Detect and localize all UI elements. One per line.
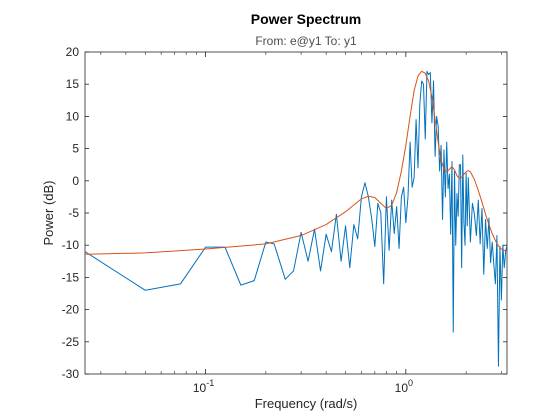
y-tick-label: -25 [62, 335, 80, 349]
y-tick-label: 15 [66, 77, 80, 91]
y-tick-label: -30 [62, 367, 80, 381]
x-tick-exponent: -1 [206, 378, 214, 388]
y-tick-label: -5 [68, 206, 79, 220]
chart-title: Power Spectrum [251, 11, 361, 27]
series-line-2 [85, 70, 507, 255]
y-tick-label: -20 [62, 303, 80, 317]
x-tick-label: 100 [395, 378, 413, 395]
y-tick-label: -15 [62, 270, 80, 284]
x-tick-label: 10-1 [193, 378, 214, 395]
y-tick-label: 0 [72, 174, 79, 188]
y-tick-label: 10 [66, 109, 80, 123]
chart-subtitle: From: e@y1 To: y1 [255, 34, 357, 48]
x-tick-base: 10 [193, 381, 207, 395]
x-tick-exponent: 0 [408, 378, 413, 388]
x-axis-label: Frequency (rad/s) [255, 396, 358, 411]
series-line-1 [85, 70, 507, 367]
axes-box [84, 51, 508, 375]
y-tick-label: 20 [66, 45, 80, 59]
y-axis-label: Power (dB) [41, 180, 56, 245]
y-tick-label: 5 [72, 142, 79, 156]
x-tick-base: 10 [395, 381, 409, 395]
y-tick-label: -10 [62, 238, 80, 252]
